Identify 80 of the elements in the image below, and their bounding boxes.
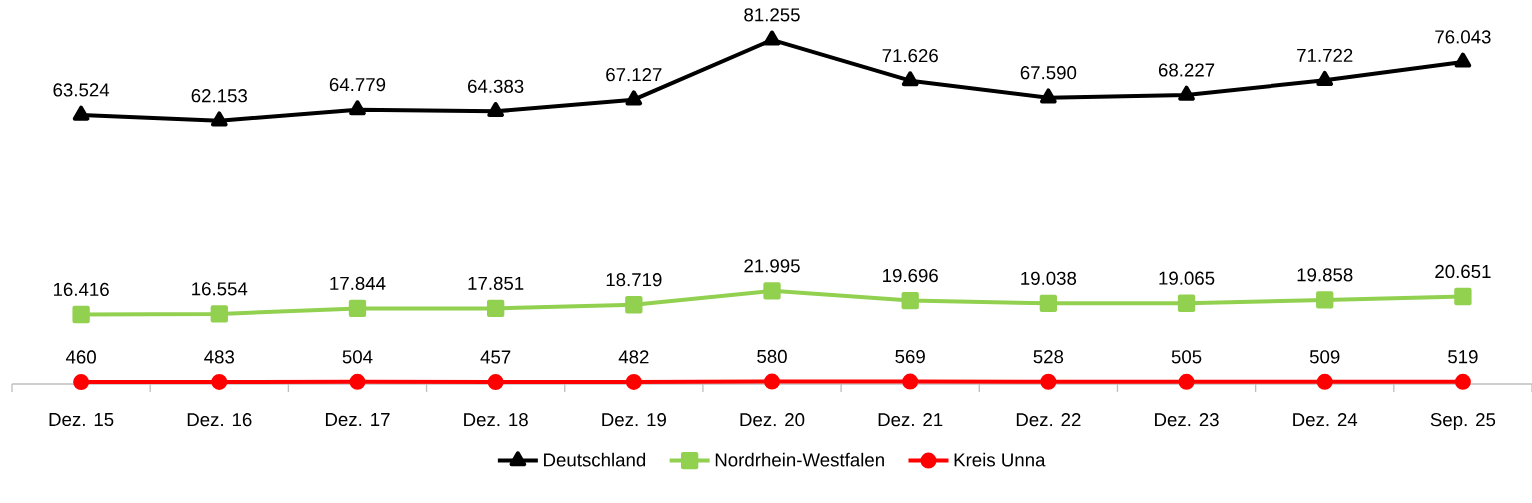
data-label: 504 (342, 350, 373, 364)
data-label: 18.719 (606, 273, 662, 287)
point (487, 101, 504, 117)
data-label: 64.383 (468, 79, 524, 93)
data-label: 19.696 (883, 268, 938, 283)
point (1178, 373, 1195, 390)
point (1454, 52, 1472, 68)
point (349, 373, 366, 390)
data-label: 482 (618, 350, 649, 364)
data-label: 71.626 (882, 48, 938, 63)
point (72, 305, 90, 324)
point (625, 296, 643, 314)
data-label: 19.065 (1159, 271, 1215, 285)
point (763, 282, 781, 300)
point (211, 373, 228, 390)
x-tick-label: Dez. 22 (1016, 413, 1081, 427)
x-tick-label: Dez. 16 (187, 413, 252, 427)
data-label: 68.227 (1158, 63, 1215, 77)
x-tick-label: Sep. 25 (1430, 413, 1496, 430)
point (210, 111, 228, 127)
point (1039, 294, 1058, 313)
legend-label: Deutschland (544, 452, 646, 467)
point (348, 299, 367, 318)
data-label: 64.779 (329, 77, 386, 92)
point (1040, 88, 1057, 104)
data-label: 67.127 (606, 68, 662, 82)
point (73, 374, 90, 391)
point (1178, 85, 1195, 101)
x-tick-label: Dez. 18 (464, 413, 528, 427)
point (486, 299, 505, 318)
point (763, 30, 781, 46)
data-label: 528 (1033, 350, 1064, 364)
x-tick-label: Dez. 17 (325, 413, 390, 427)
point (72, 105, 90, 121)
point (349, 100, 366, 116)
point (1177, 294, 1196, 312)
x-tick-label: Dez. 24 (1293, 413, 1358, 427)
data-label: 71.722 (1297, 48, 1353, 62)
data-label: 19.038 (1021, 271, 1077, 285)
data-label: 21.995 (744, 259, 800, 273)
data-label: 17.844 (330, 276, 386, 290)
data-label: 580 (757, 349, 787, 364)
data-label: 460 (65, 350, 96, 364)
point (764, 373, 781, 390)
data-label: 505 (1171, 350, 1202, 364)
x-tick-label: Dez. 15 (49, 413, 114, 427)
data-label: 63.524 (53, 83, 110, 97)
point (1316, 291, 1334, 309)
point (1454, 373, 1471, 390)
point (487, 374, 504, 391)
data-label: 17.851 (468, 276, 524, 290)
x-tick-label: Dez. 21 (878, 413, 943, 427)
data-label: 509 (1309, 350, 1340, 364)
data-label: 483 (204, 350, 235, 364)
data-label: 81.255 (744, 8, 800, 22)
point (901, 71, 919, 87)
data-label: 20.651 (1435, 264, 1491, 279)
point (1316, 70, 1334, 86)
point (1454, 287, 1472, 306)
data-label: 519 (1448, 350, 1478, 364)
x-tick-label: Dez. 19 (602, 413, 666, 427)
point (210, 305, 228, 323)
point (625, 373, 642, 390)
data-label: 67.590 (1020, 66, 1077, 80)
x-tick-label: Dez. 23 (1155, 413, 1219, 427)
data-label: 16.416 (53, 282, 109, 297)
point (1316, 373, 1333, 390)
data-label: 457 (480, 350, 511, 364)
data-label: 76.043 (1435, 30, 1491, 44)
point (902, 373, 919, 390)
legend-label: Nordrhein-Westfalen (715, 452, 884, 467)
data-label: 16.554 (192, 282, 248, 296)
data-label: 569 (895, 349, 925, 364)
point (625, 90, 643, 106)
point (901, 291, 919, 310)
point (1040, 373, 1057, 390)
data-label: 62.153 (191, 89, 247, 103)
legend-label: Kreis Unna (954, 452, 1046, 467)
data-label: 19.858 (1297, 268, 1353, 282)
x-tick-label: Dez. 20 (740, 413, 805, 427)
